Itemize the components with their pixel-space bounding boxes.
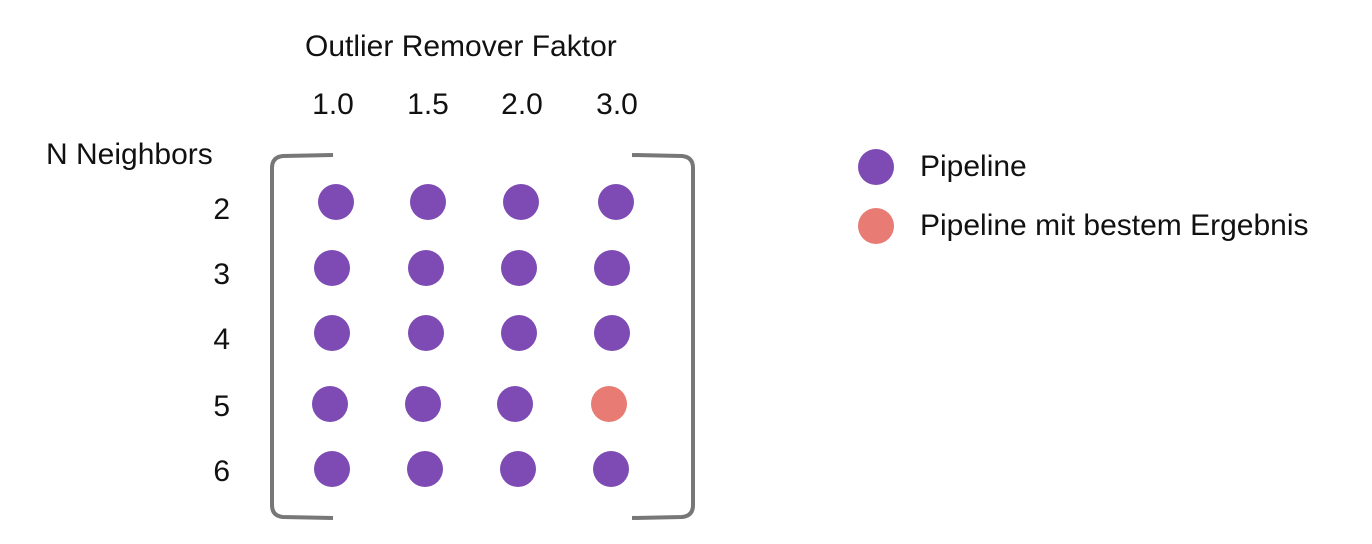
- pipeline-dot: [593, 451, 629, 487]
- pipeline-dot: [503, 184, 539, 220]
- pipeline-dot: [594, 315, 630, 351]
- left-bracket: [270, 153, 334, 520]
- pipeline-dot: [407, 451, 443, 487]
- row-axis-title: N Neighbors: [46, 138, 213, 171]
- column-label: 1.0: [312, 88, 354, 121]
- pipeline-dot: [405, 386, 441, 422]
- pipeline-dot: [408, 315, 444, 351]
- pipeline-dot: [500, 451, 536, 487]
- legend-item-best-pipeline: Pipeline mit bestem Ergebnis: [858, 207, 1309, 245]
- row-label: 6: [213, 455, 230, 488]
- pipeline-dot: [598, 184, 634, 220]
- row-label: 3: [213, 258, 230, 291]
- pipeline-dot: [314, 315, 350, 351]
- pipeline-dot: [501, 315, 537, 351]
- legend-marker-pipeline: [858, 149, 894, 185]
- column-label: 2.0: [501, 88, 543, 121]
- legend-item-pipeline: Pipeline: [858, 148, 1027, 186]
- pipeline-dot: [594, 250, 630, 286]
- legend-label: Pipeline mit bestem Ergebnis: [920, 209, 1309, 242]
- column-label: 3.0: [596, 88, 638, 121]
- pipeline-dot: [312, 386, 348, 422]
- legend-marker-best: [858, 208, 894, 244]
- column-label: 1.5: [407, 88, 449, 121]
- column-axis-title: Outlier Remover Faktor: [305, 30, 617, 63]
- pipeline-dots: [312, 184, 634, 487]
- pipeline-dot: [314, 250, 350, 286]
- pipeline-dot: [410, 184, 446, 220]
- row-label: 4: [213, 323, 230, 356]
- pipeline-dot: [408, 250, 444, 286]
- pipeline-dot: [497, 386, 533, 422]
- pipeline-dot: [314, 451, 350, 487]
- right-bracket: [631, 153, 695, 520]
- row-label: 5: [213, 390, 230, 423]
- pipeline-dot: [318, 184, 354, 220]
- legend-label: Pipeline: [920, 150, 1027, 183]
- best-pipeline-dot: [591, 386, 627, 422]
- pipeline-dot: [501, 250, 537, 286]
- row-label: 2: [213, 193, 230, 226]
